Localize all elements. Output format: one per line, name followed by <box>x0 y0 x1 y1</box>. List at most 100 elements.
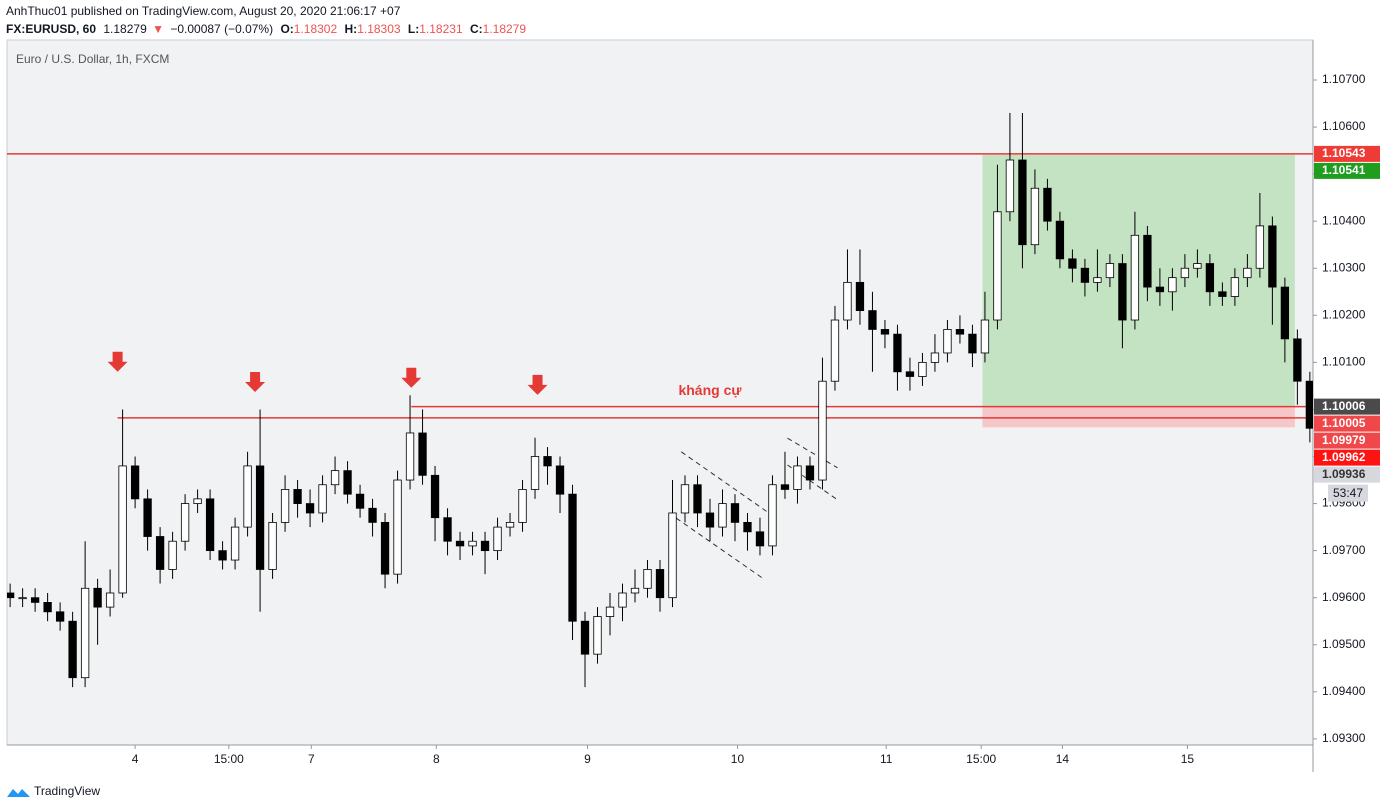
y-tick-label: 1.10200 <box>1322 307 1366 321</box>
candle-body <box>443 517 452 542</box>
price-tag-label: 1.10005 <box>1322 416 1366 430</box>
price-tag-label: 1.10541 <box>1322 163 1366 177</box>
y-tick-label: 1.09700 <box>1322 543 1366 557</box>
candle-body <box>43 601 52 613</box>
candle-body <box>480 540 490 552</box>
candle-body <box>130 465 140 500</box>
candle-body <box>918 361 927 377</box>
candle-body <box>530 456 540 490</box>
candle-body <box>193 498 202 504</box>
candle-body <box>493 526 502 552</box>
candle-body <box>605 606 615 617</box>
candle-body <box>430 474 440 519</box>
candle-body <box>1105 263 1115 279</box>
annotation: kháng cự <box>678 382 742 398</box>
candle-body <box>718 503 727 528</box>
candle-body <box>318 484 327 514</box>
candle-body <box>843 281 852 321</box>
candle-body <box>143 498 152 537</box>
last-price: 1.18279 <box>103 22 147 36</box>
price-tag <box>1314 449 1380 466</box>
candle-body <box>580 620 590 655</box>
candle-body <box>268 521 277 570</box>
candle-body <box>1080 267 1090 283</box>
candle-body <box>180 503 190 542</box>
candle-body <box>943 329 952 354</box>
ohlc-value: 1.18231 <box>419 22 463 36</box>
candle-body <box>155 536 165 570</box>
candle-body <box>568 493 577 622</box>
ohlc-label: L: <box>408 22 419 36</box>
x-tick-label: 7 <box>308 752 315 766</box>
loss-zone <box>982 406 1295 428</box>
change-arrow: ▼ <box>152 22 164 36</box>
candle-body <box>105 592 115 608</box>
price-tag-label: 1.10006 <box>1322 399 1366 413</box>
candle-body <box>230 526 240 561</box>
candle-body <box>780 484 790 490</box>
candle-body <box>693 484 702 514</box>
candle-body <box>730 503 740 523</box>
candle-body <box>1130 234 1140 321</box>
price-tag <box>1314 415 1380 432</box>
symbol-line: FX:EURUSD, 60 1.18279 ▼ −0.00087 (−0.07%… <box>6 22 526 36</box>
x-tick-label: 8 <box>433 752 440 766</box>
x-tick-label: 15:00 <box>214 752 244 766</box>
candle-body <box>655 569 665 599</box>
candle-body <box>330 470 340 486</box>
y-tick-label: 1.09500 <box>1322 637 1366 651</box>
candle-body <box>505 521 515 528</box>
plot <box>7 112 1313 688</box>
candle-body <box>830 319 840 382</box>
candle-body <box>1218 291 1227 297</box>
y-tick-label: 1.10300 <box>1322 260 1366 274</box>
y-tick-label: 1.10100 <box>1322 355 1366 369</box>
candle-body <box>1005 159 1015 213</box>
candle-body <box>818 380 827 481</box>
candle-body <box>1293 338 1302 382</box>
y-tick-label: 1.09300 <box>1322 731 1366 745</box>
countdown: 53:47 <box>1333 486 1363 500</box>
price-tag <box>1314 432 1380 449</box>
candle-body <box>393 479 402 575</box>
trendline <box>675 517 766 581</box>
candle-body <box>93 587 102 608</box>
candle-body <box>1168 277 1177 293</box>
price-tag-label: 1.09979 <box>1322 433 1366 447</box>
candle-body <box>768 484 777 547</box>
candle-body <box>1280 286 1290 340</box>
x-tick-label: 11 <box>880 752 893 766</box>
candle-body <box>205 498 215 552</box>
candle-body <box>855 281 865 312</box>
candle-body <box>755 531 765 547</box>
candle-body <box>1055 220 1065 260</box>
x-tick-label: 15:00 <box>966 752 996 766</box>
ohlc-value: 1.18279 <box>483 22 527 36</box>
candle-body <box>168 540 177 570</box>
candle-body <box>1043 187 1052 222</box>
price-tag <box>1314 162 1380 179</box>
logo-icon <box>7 789 30 797</box>
candle-body <box>218 550 227 561</box>
arrow <box>245 372 266 393</box>
candle-body <box>1118 263 1127 321</box>
x-tick-label: 15 <box>1181 752 1195 766</box>
candle-body <box>30 597 40 603</box>
candle-body <box>1143 234 1152 288</box>
candle-body <box>468 540 477 547</box>
ohlc-label: O: <box>280 22 293 36</box>
y-tick-label: 1.09400 <box>1322 684 1366 698</box>
x-tick-label: 10 <box>731 752 745 766</box>
candle-body <box>1268 225 1277 288</box>
symbol: FX:EURUSD, 60 <box>6 22 96 36</box>
y-tick-label: 1.09600 <box>1322 590 1366 604</box>
candle-body <box>1205 263 1215 293</box>
candle-body <box>1243 267 1252 279</box>
candle-body <box>1018 159 1027 246</box>
candle-body <box>355 493 365 509</box>
candle-body <box>868 310 877 330</box>
change: −0.00087 (−0.07%) <box>170 22 273 36</box>
candle-body <box>618 592 627 608</box>
candle-body <box>680 484 690 514</box>
ohlc-value: 1.18303 <box>357 22 401 36</box>
